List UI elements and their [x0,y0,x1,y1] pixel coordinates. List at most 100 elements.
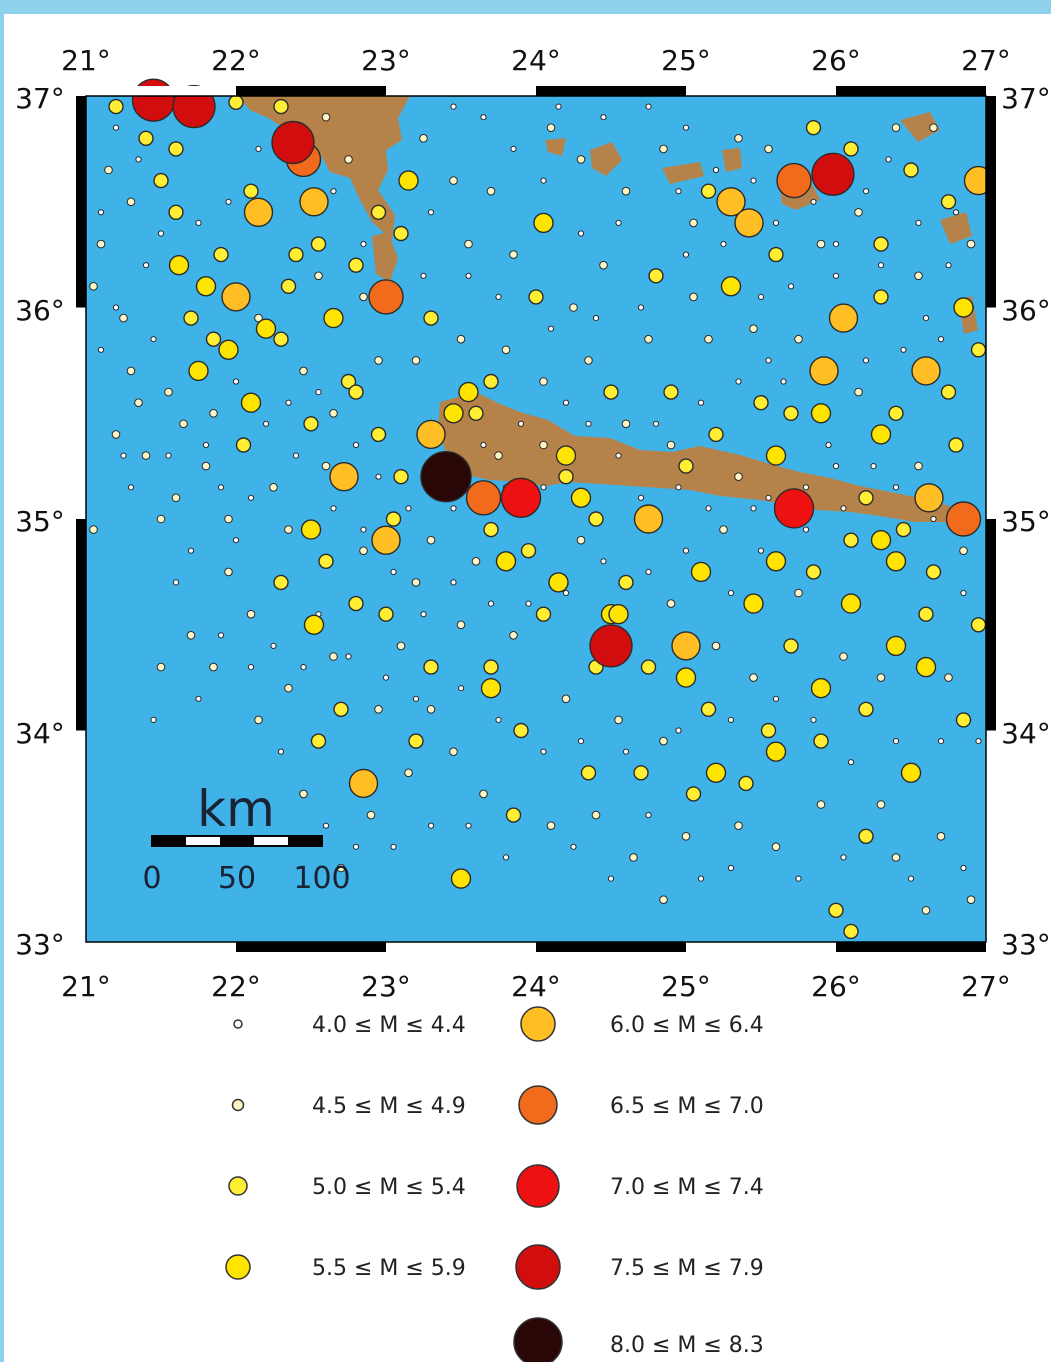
epicentre-point [423,310,439,326]
lat-tick-left-37: 37° [15,82,65,115]
lon-tick-top-26: 26° [811,44,861,77]
epicentre-point [348,768,379,799]
epicentre-point [682,251,690,258]
epicentre-point [333,701,349,717]
epicentre-point [509,631,518,640]
lon-tick-bottom-27: 27° [961,970,1011,1003]
epicentre-point [749,324,758,334]
kythira-land [372,232,398,282]
epicentre-point [840,854,847,861]
epicentre-point [795,875,802,882]
epicentre-point [411,578,421,587]
scale-bar-seg-1 [152,836,186,846]
epicentre-point [352,441,360,449]
epicentre-point [645,103,652,110]
epicentre-point [937,336,945,343]
epicentre-point [186,631,196,640]
epicentre-point [243,183,259,199]
series-5-5-5-9 [168,170,974,889]
epicentre-point [310,733,327,749]
epicentre-point [690,561,712,583]
epicentre-point [405,505,412,512]
epicentre-point [771,842,781,852]
epicentre-point [390,843,397,850]
cyclades-island-1 [590,142,622,176]
epicentre-point [794,588,803,598]
epicentre-point [960,589,967,597]
epicentre-point [315,389,322,396]
epicentre-point [420,451,472,503]
epicentre-point [285,399,292,406]
epicentre-point [765,494,772,501]
epicentre-point [588,511,604,527]
epicentre-point [885,635,907,657]
epicentre-point [156,514,166,524]
series-6-0-6-4 [221,165,994,799]
epicentre-point [621,186,631,196]
epicentre-point [450,505,457,512]
epicentre-point [716,187,746,217]
epicentre-point [929,123,938,132]
epicentre-point [254,715,263,725]
epicentre-point [922,315,930,322]
scale-bar-seg-2 [220,836,254,846]
epicentre-point [892,484,900,491]
epicentre-point [243,197,274,228]
epicentre-point [449,747,458,757]
epicentre-point [760,722,777,739]
legend-label-m4-5: 4.5 ≤ M ≤ 4.9 [312,1094,466,1119]
epicentre-point [711,641,721,651]
epicentre-point [753,395,769,411]
epicentre-point [374,705,383,714]
epicentre-point [825,441,832,449]
epicentre-point [262,420,270,427]
epicentre-point [577,230,585,237]
epicentre-point [483,521,499,538]
epicentre-point [570,487,592,508]
epicentre-point [510,145,517,152]
epicentre-point [689,292,698,302]
frame-segment-left [76,307,86,519]
epicentre-point [179,419,188,429]
epicentre-point [652,420,660,427]
epicentre-point [915,656,937,678]
map-panel: km 0 50 100 [76,78,996,952]
epicentre-point [465,480,502,516]
epicentre-point [895,521,912,538]
epicentre-point [336,863,346,873]
epicentre-point [689,218,698,228]
epicentre-point [734,821,743,831]
epicentre-point [810,198,817,205]
epicentre-point [944,673,953,682]
lon-tick-labels-bottom: 21° 22° 23° 24° 25° 26° 27° [61,970,1011,1003]
epicentre-point [862,188,870,195]
epicentre-point [465,272,472,279]
epicentre-point [937,738,945,745]
epicentre-point [970,342,987,358]
epicentre-point [533,212,554,234]
epicentre-point [299,187,329,217]
epicentre-point [776,162,812,199]
frame-segment-right [986,519,996,731]
epicentre-point [450,103,457,110]
frame-segment-bottom [86,942,236,952]
epicentre-point [975,738,982,745]
epicentre-point [224,514,233,524]
legend-label-m6-0: 6.0 ≤ M ≤ 6.4 [610,1013,764,1038]
series-5-0-5-4 [108,94,987,940]
epicentre-point [500,477,542,518]
epicentre-point [540,484,547,491]
epicentre-point [659,144,668,154]
epicentre-point [948,437,964,453]
epicentre-point [393,469,409,485]
frame-segment-top [236,86,386,96]
epicentre-point [509,250,518,259]
epicentre-point [734,472,743,482]
epicentre-point [750,177,757,184]
epicentre-point [168,141,184,157]
epicentre-point [813,733,829,749]
epicentre-point [885,551,907,572]
frame-segment-top [836,86,986,96]
epicentre-point [839,652,848,661]
lon-tick-bottom-24: 24° [511,970,561,1003]
